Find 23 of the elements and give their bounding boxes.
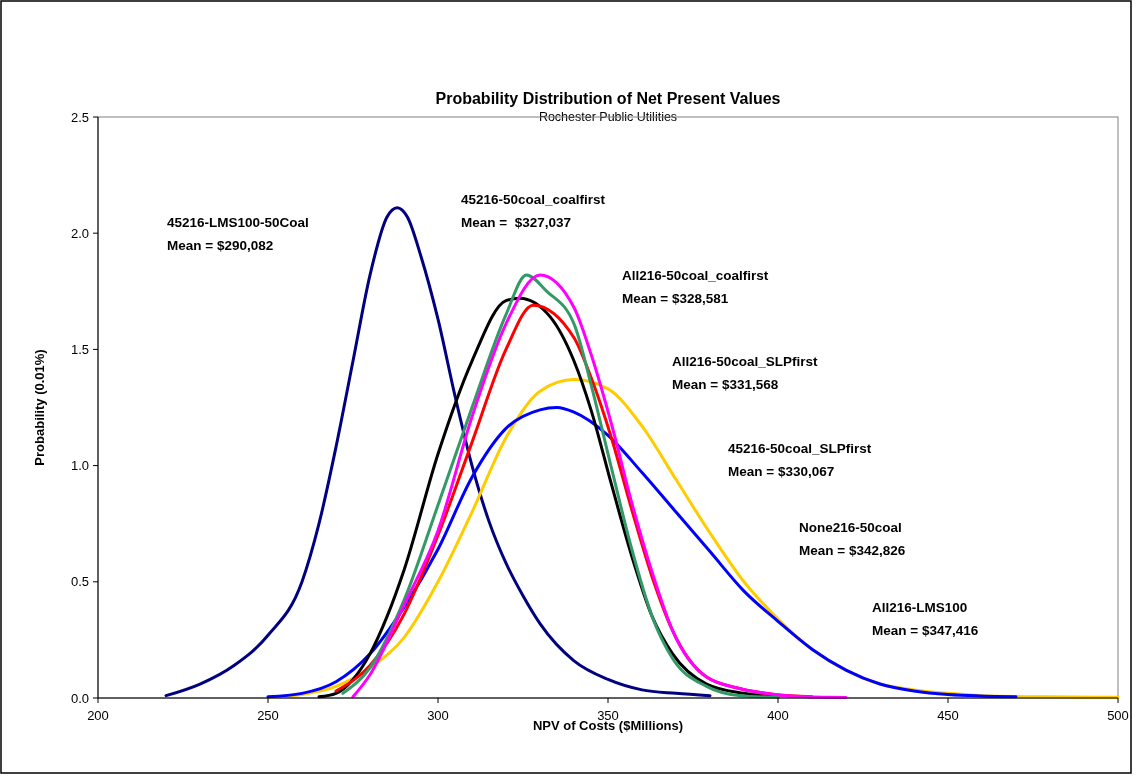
x-tick-label: 450 [937, 708, 959, 723]
chart-subtitle: Rochester Public Utilities [538, 110, 678, 124]
x-tick-label: 300 [427, 708, 449, 723]
annotation: 45216-50coal_coalfirst Mean = $327,037 [461, 192, 606, 230]
chart-title: Probability Distribution of Net Present Values [435, 90, 781, 107]
line-series [266, 406, 1018, 699]
annotation: 45216-LMS100-50Coal Mean = $290,082 [167, 215, 309, 253]
annotation: All216-50coal_SLPfirst Mean = $331,568 [672, 354, 819, 392]
annotation: None216-50coal Mean = $342,826 [799, 520, 906, 558]
y-tick-label: 2.0 [70, 225, 89, 241]
x-tick-label: 250 [257, 708, 279, 723]
x-tick-label: 200 [87, 708, 109, 723]
y-tick-label: 1.0 [70, 458, 89, 474]
y-axis-title: Probability (0.01%) [32, 349, 47, 466]
x-tick-label: 500 [1107, 708, 1129, 723]
y-tick-label: 2.5 [70, 109, 89, 125]
annotation: All216-LMS100 Mean = $347,416 [872, 600, 979, 638]
y-tick-label: 1.5 [70, 341, 89, 357]
annotation: All216-50coal_coalfirst Mean = $328,581 [622, 268, 769, 306]
y-tick-label: 0.5 [70, 574, 89, 590]
x-tick-label: 400 [767, 708, 789, 723]
annotation: 45216-50coal_SLPfirst Mean = $330,067 [728, 441, 872, 479]
y-tick-label: 0.0 [70, 690, 89, 706]
